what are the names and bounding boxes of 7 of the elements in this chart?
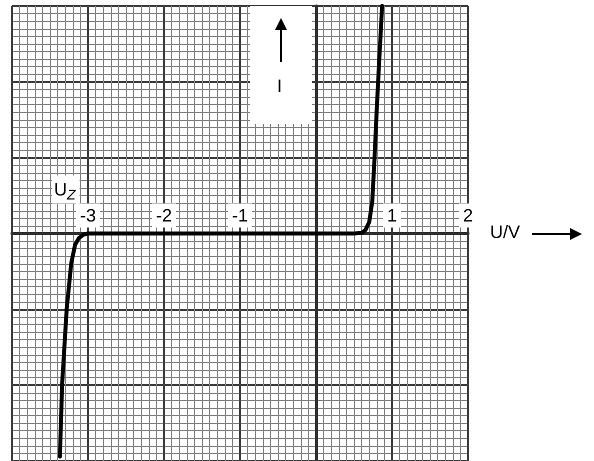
x-tick-label: -3 xyxy=(80,206,96,226)
x-tick-label: -2 xyxy=(156,206,172,226)
x-tick-label: 2 xyxy=(462,206,474,226)
x-tick-label: 1 xyxy=(386,206,398,226)
x-axis-title: U/V xyxy=(490,222,520,242)
x-tick-label: -1 xyxy=(232,206,248,226)
y-axis-title: I xyxy=(277,76,282,97)
